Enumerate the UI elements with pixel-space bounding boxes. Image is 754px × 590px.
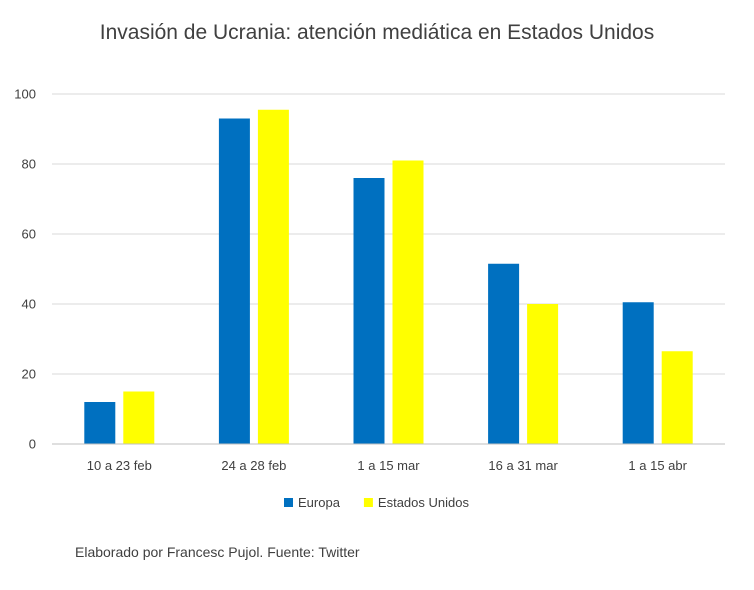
source-note: Elaborado por Francesc Pujol. Fuente: Tw…: [75, 544, 360, 560]
chart-title: Invasión de Ucrania: atención mediática …: [100, 21, 655, 44]
x-tick-label: 1 a 15 mar: [357, 458, 420, 473]
bar-europa-0: [84, 402, 116, 444]
y-tick-label: 40: [22, 297, 36, 312]
x-tick-label: 16 a 31 mar: [488, 458, 558, 473]
bar-europa-3: [488, 263, 520, 444]
y-tick-label: 100: [14, 87, 36, 102]
y-tick-label: 80: [22, 157, 36, 172]
y-tick-label: 60: [22, 227, 36, 242]
y-tick-label: 20: [22, 367, 36, 382]
legend-item: Europa: [284, 495, 341, 510]
x-axis-categories: 10 a 23 feb 24 a 28 feb 1 a 15 mar 16 a 31 …: [87, 458, 688, 473]
legend-swatch: [363, 498, 373, 507]
legend-label: Estados Unidos: [378, 495, 470, 510]
bar-europa-4: [622, 302, 654, 444]
bar-estados-unidos-2: [392, 160, 424, 444]
bar-europa-2: [353, 178, 385, 444]
bar-estados-unidos-0: [123, 391, 155, 444]
x-tick-label: 1 a 15 abr: [628, 458, 687, 473]
bar-estados-unidos-4: [661, 351, 693, 444]
bar-europa-1: [218, 118, 250, 444]
y-tick-label: 0: [29, 437, 36, 452]
bars: [84, 109, 693, 444]
legend: Europa Estados Unidos: [284, 495, 469, 510]
legend-item: Estados Unidos: [363, 495, 470, 510]
legend-label: Europa: [298, 495, 341, 510]
bar-estados-unidos-1: [257, 109, 289, 444]
legend-swatch: [284, 498, 293, 507]
x-tick-label: 10 a 23 feb: [87, 458, 152, 473]
bar-estados-unidos-3: [527, 304, 559, 444]
x-tick-label: 24 a 28 feb: [221, 458, 286, 473]
y-axis-ticks: 0 20 40 60 80 100: [14, 87, 36, 452]
gridlines: [52, 93, 725, 375]
